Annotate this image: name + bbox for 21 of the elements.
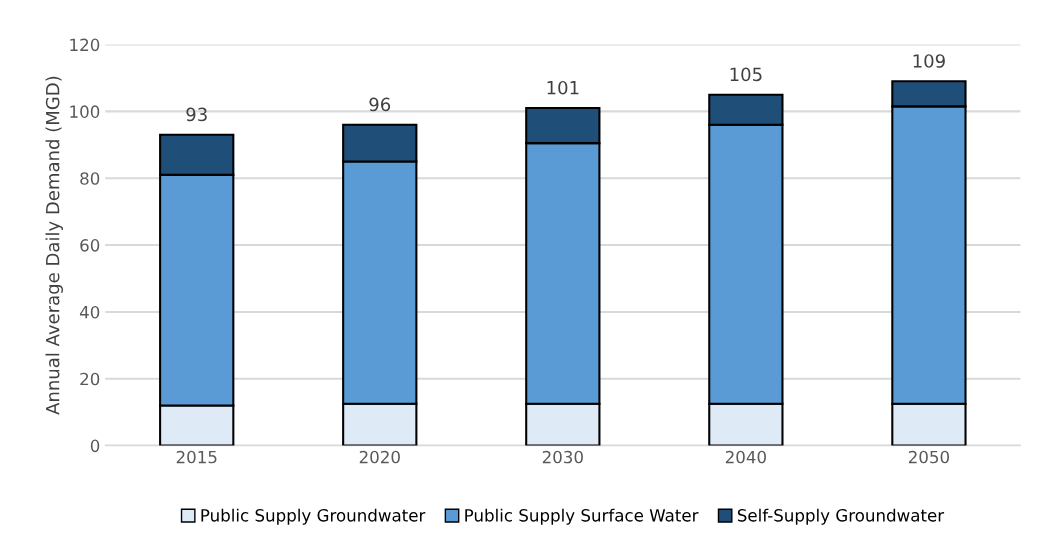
x-tick-label: 2050 (908, 450, 950, 464)
legend-label: Public Supply Surface Water (465, 508, 699, 525)
y-tick-label: 0 (90, 439, 100, 453)
x-tick-label: 2040 (725, 450, 766, 464)
y-tick-label: 80 (80, 172, 100, 185)
x-tick-label: 2015 (176, 450, 217, 464)
total-label: 101 (547, 80, 579, 95)
x-tick-label: 2020 (359, 450, 400, 464)
y-tick-label: 40 (79, 305, 100, 319)
y-tick-label: 20 (80, 372, 100, 386)
y-axis-title: Annual Average Daily Demand (MGD) (45, 76, 63, 415)
total-label: 96 (369, 97, 391, 112)
total-label: 109 (913, 54, 945, 68)
y-tick-label: 120 (70, 38, 100, 52)
legend-label: Public Supply Groundwater (201, 508, 426, 525)
y-tick-label: 60 (80, 239, 100, 252)
y-tick-label: 100 (70, 105, 100, 118)
total-label: 93 (186, 107, 207, 122)
legend-label: Self-Supply Groundwater (737, 508, 945, 525)
x-tick-label: 2030 (542, 450, 583, 464)
total-label: 105 (730, 67, 762, 82)
